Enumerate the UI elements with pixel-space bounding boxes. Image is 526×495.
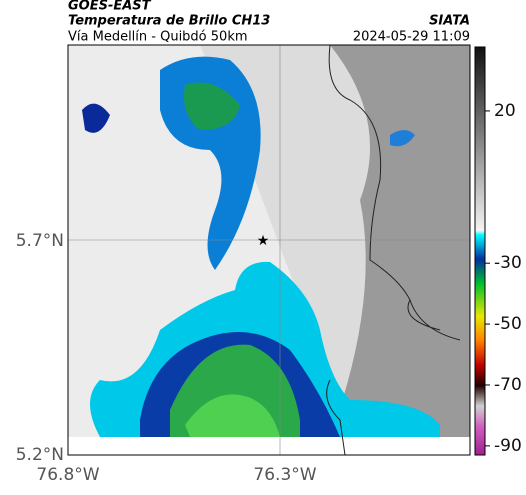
colorbar-tick-label: -30	[494, 253, 522, 273]
map-frame	[67, 44, 471, 456]
source: SIATA	[429, 14, 470, 29]
colorbar-tick-label: -70	[494, 375, 522, 395]
lat-label: 5.2°N	[16, 445, 64, 465]
colorbar-tick-label: -50	[494, 314, 522, 334]
timestamp: 2024-05-29 11:09	[353, 30, 470, 45]
station-marker: ★	[257, 233, 270, 249]
lat-label: 5.7°N	[16, 231, 64, 251]
subtitle: Temperatura de Brillo CH13	[68, 14, 270, 29]
lon-label: 76.3°W	[253, 465, 316, 485]
colorbar	[474, 46, 486, 456]
lon-label: 76.8°W	[36, 465, 99, 485]
map-image	[68, 45, 470, 455]
colorbar-tick-label: -90	[494, 436, 522, 456]
route: Vía Medellín - Quibdó 50km	[68, 30, 248, 45]
colorbar-tick-label: 20	[494, 101, 516, 121]
title: GOES-EAST	[68, 0, 152, 14]
